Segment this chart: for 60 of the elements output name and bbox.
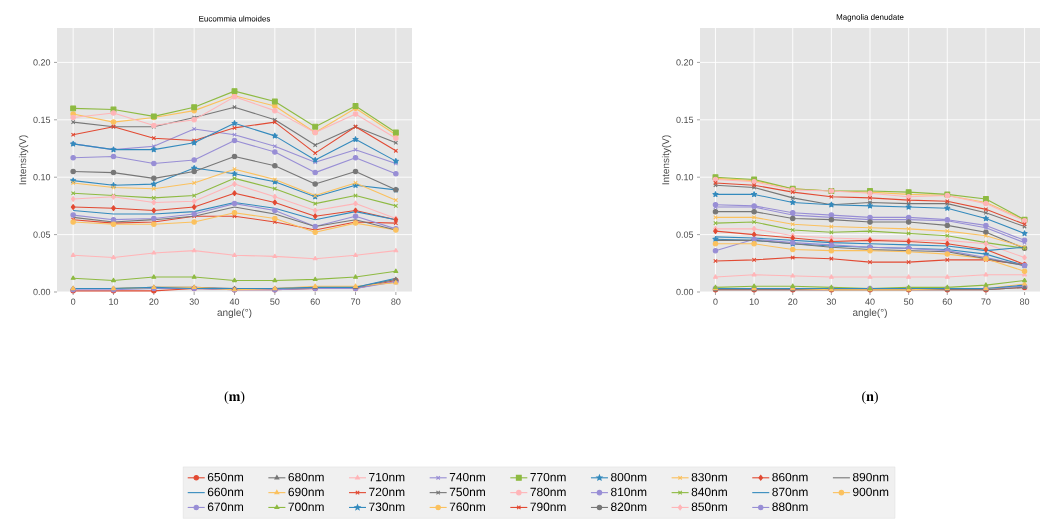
x-tick-label: 70 (981, 298, 991, 305)
legend-label: 660nm (207, 487, 244, 497)
x-tick-label: 40 (865, 298, 875, 305)
y-tick-label: 0.05 (33, 231, 51, 238)
y-tick-label: 0.10 (676, 174, 694, 181)
legend-label: 870nm (772, 487, 808, 497)
x-tick-label: 80 (391, 298, 401, 305)
legend-label: 690nm (288, 487, 324, 497)
x-tick-label: 20 (788, 298, 798, 305)
legend-label: 720nm (369, 487, 405, 497)
legend-label: 800nm (611, 472, 647, 482)
x-tick-label: 10 (109, 298, 119, 305)
legend-label: 700nm (288, 502, 324, 511)
x-tick-label: 0 (71, 298, 76, 305)
x-tick-label: 0 (713, 298, 718, 305)
y-tick-label: 0.20 (676, 59, 694, 66)
legend-label: 730nm (369, 502, 405, 511)
x-tick-label: 50 (270, 298, 280, 305)
legend-label: 830nm (691, 472, 727, 482)
y-tick-label: 0.00 (33, 288, 51, 296)
x-tick-label: 30 (189, 298, 199, 305)
y-tick-label: 0.20 (33, 59, 51, 66)
legend-label: 650nm (207, 472, 244, 482)
legend-label: 670nm (207, 502, 244, 511)
x-tick-label: 50 (904, 298, 914, 305)
x-tick-label: 40 (229, 298, 240, 305)
x-tick-label: 60 (310, 298, 320, 305)
x-tick-label: 30 (826, 298, 837, 305)
legend-label: 780nm (530, 487, 566, 497)
legend-label: 750nm (449, 487, 485, 497)
legend-label: 840nm (691, 487, 727, 497)
legend-label: 740nm (449, 472, 485, 482)
y-tick-label: 0.15 (33, 116, 51, 123)
legend-label: 880nm (772, 502, 808, 511)
x-tick-label: 10 (749, 298, 759, 305)
x-tick-label: 80 (1019, 298, 1030, 305)
y-tick-label: 0.00 (676, 288, 694, 296)
text: (m) (224, 391, 245, 404)
y-tick-label: 0.10 (33, 174, 51, 181)
text: (n) (862, 391, 878, 404)
legend-label: 860nm (772, 472, 808, 482)
legend-label: 900nm (853, 487, 889, 497)
legend-label: 680nm (288, 472, 324, 482)
legend-label: 760nm (449, 502, 485, 511)
legend-label: 790nm (530, 502, 566, 511)
x-tick-label: 70 (350, 298, 361, 305)
y-tick-label: 0.15 (676, 116, 694, 123)
x-axis-title: angle(°) (852, 308, 887, 318)
legend-label: 820nm (611, 502, 647, 511)
legend-label: 770nm (530, 472, 566, 482)
x-tick-label: 60 (942, 298, 952, 305)
y-axis-title: Intensity(V) (661, 135, 672, 185)
x-tick-label: 20 (149, 298, 159, 305)
legend-label: 710nm (369, 472, 405, 482)
legend-label: 890nm (852, 472, 889, 482)
y-tick-label: 0.05 (676, 231, 694, 238)
legend-label: 850nm (691, 502, 727, 511)
legend-label: 810nm (611, 487, 647, 497)
y-axis-title: Intensity(V) (18, 135, 29, 185)
x-axis-title: angle(°) (217, 308, 252, 318)
